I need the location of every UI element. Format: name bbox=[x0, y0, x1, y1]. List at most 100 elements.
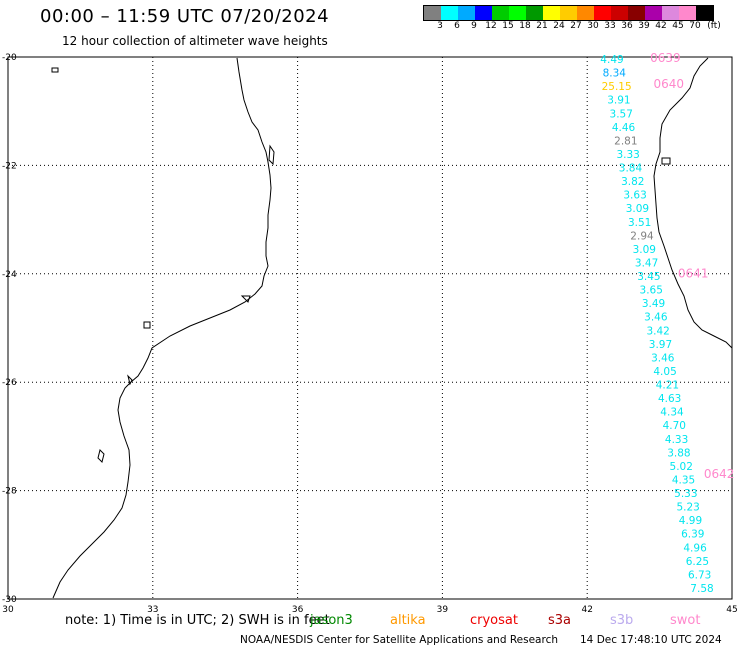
timestamp: 14 Dec 17:48:10 UTC 2024 bbox=[580, 634, 722, 646]
island-small-5 bbox=[240, 295, 251, 303]
colorbar-label: 21 bbox=[536, 21, 548, 31]
africa-coastline bbox=[52, 57, 272, 599]
colorbar-label: (ft) bbox=[707, 21, 721, 31]
lat-tick-label: -26 bbox=[2, 378, 17, 388]
colorbar-swatch-14 bbox=[662, 6, 679, 20]
map-frame bbox=[7, 56, 733, 600]
colorbar-label: 3 bbox=[437, 21, 443, 31]
satellite-track: 4.498.3425.153.913.574.462.813.333.843.8… bbox=[600, 51, 734, 595]
wave-height-reading: 3.51 bbox=[628, 217, 651, 229]
colorbar-label: 27 bbox=[570, 21, 582, 31]
wave-height-reading: 4.46 bbox=[612, 122, 636, 134]
wave-height-reading: 3.49 bbox=[642, 298, 665, 310]
lon-tick-label: 33 bbox=[147, 605, 158, 615]
wave-height-reading: 8.34 bbox=[603, 68, 627, 80]
track-time-label: 0641 bbox=[678, 266, 709, 280]
lat-tick-label: -24 bbox=[2, 270, 17, 280]
wave-height-reading: 5.02 bbox=[670, 461, 693, 473]
colorbar-label: 15 bbox=[502, 21, 514, 31]
wave-height-reading: 3.33 bbox=[616, 149, 639, 161]
track-time-label: 0642 bbox=[704, 467, 735, 481]
wave-height-reading: 7.58 bbox=[690, 583, 713, 595]
coastline bbox=[51, 57, 733, 599]
colorbar-swatch-2 bbox=[458, 6, 475, 20]
colorbar-swatch-6 bbox=[526, 6, 543, 20]
wave-height-reading: 4.33 bbox=[665, 434, 688, 446]
colorbar-label: 18 bbox=[519, 21, 531, 31]
wave-height-reading: 3.65 bbox=[640, 285, 663, 297]
wave-height-reading: 3.88 bbox=[667, 447, 690, 459]
wave-height-reading: 4.34 bbox=[660, 407, 684, 419]
lat-tick-label: -30 bbox=[2, 595, 17, 605]
colorbar-swatch-16 bbox=[696, 6, 713, 20]
wave-height-reading: 3.63 bbox=[623, 190, 646, 202]
wave-height-reading: 6.73 bbox=[688, 569, 711, 581]
colorbar-swatch-13 bbox=[645, 6, 662, 20]
colorbar-label: 42 bbox=[655, 21, 667, 31]
colorbar-label: 12 bbox=[485, 21, 497, 31]
track-time-label: 0639 bbox=[650, 51, 681, 65]
wave-height-reading: 5.23 bbox=[676, 502, 699, 514]
colorbar-swatch-1 bbox=[441, 6, 458, 20]
graticule bbox=[8, 57, 732, 599]
wave-height-reading: 3.46 bbox=[651, 352, 675, 364]
lon-tick-label: 36 bbox=[292, 605, 304, 615]
track-time-label: 0640 bbox=[654, 77, 685, 91]
wave-height-reading: 4.35 bbox=[672, 474, 695, 486]
madagascar-coastline bbox=[653, 57, 733, 349]
colorbar-swatch-5 bbox=[509, 6, 526, 20]
satellite-s3a: s3a bbox=[548, 613, 572, 628]
lat-tick-label: -22 bbox=[2, 161, 17, 171]
colorbar-label: 36 bbox=[621, 21, 633, 31]
satellite-altika: altika bbox=[390, 613, 426, 628]
colorbar-swatch-15 bbox=[679, 6, 696, 20]
colorbar-label: 45 bbox=[672, 21, 684, 31]
colorbar-label: 33 bbox=[604, 21, 616, 31]
wave-height-reading: 3.45 bbox=[637, 271, 660, 283]
lat-tick-label: -20 bbox=[2, 53, 17, 63]
island-small-1 bbox=[51, 67, 59, 73]
colorbar-label: 39 bbox=[638, 21, 650, 31]
wave-height-reading: 4.96 bbox=[683, 542, 707, 554]
satellite-swot: swot bbox=[670, 613, 701, 628]
wave-height-reading: 6.39 bbox=[681, 529, 704, 541]
wave-height-reading: 3.46 bbox=[644, 312, 668, 324]
colorbar-swatch-11 bbox=[611, 6, 628, 20]
wave-height-reading: 25.15 bbox=[602, 81, 632, 93]
island-small-4 bbox=[661, 157, 671, 165]
satellite-s3b: s3b bbox=[610, 613, 634, 628]
island-small-2 bbox=[143, 321, 151, 329]
wave-height-reading: 3.09 bbox=[626, 203, 649, 215]
wave-height-colorbar bbox=[423, 5, 714, 21]
colorbar-swatch-7 bbox=[543, 6, 560, 20]
colorbar-swatch-9 bbox=[577, 6, 594, 20]
island-small-3 bbox=[97, 449, 105, 463]
wave-height-reading: 4.99 bbox=[679, 515, 702, 527]
colorbar-swatch-8 bbox=[560, 6, 577, 20]
colorbar-label: 30 bbox=[587, 21, 599, 31]
lon-tick-label: 45 bbox=[726, 605, 737, 615]
credit-line: NOAA/NESDIS Center for Satellite Applica… bbox=[240, 634, 558, 646]
wave-height-reading: 2.81 bbox=[614, 135, 637, 147]
wave-height-reading: 4.63 bbox=[658, 393, 681, 405]
wave-height-reading: 3.84 bbox=[619, 163, 643, 175]
wave-height-reading: 4.21 bbox=[656, 380, 679, 392]
footnote: note: 1) Time is in UTC; 2) SWH is in fe… bbox=[65, 613, 330, 628]
island-bazaruto bbox=[268, 144, 275, 166]
colorbar-swatch-10 bbox=[594, 6, 611, 20]
colorbar-swatch-3 bbox=[475, 6, 492, 20]
wave-height-reading: 3.97 bbox=[649, 339, 672, 351]
colorbar-swatch-12 bbox=[628, 6, 645, 20]
wave-height-reading: 3.42 bbox=[646, 325, 669, 337]
wave-height-reading: 3.09 bbox=[633, 244, 656, 256]
wave-height-reading: 4.05 bbox=[653, 366, 676, 378]
colorbar-swatch-4 bbox=[492, 6, 509, 20]
colorbar-label: 70 bbox=[689, 21, 701, 31]
lon-tick-label: 39 bbox=[437, 605, 449, 615]
island-inhaca bbox=[127, 374, 133, 386]
map-subtitle: 12 hour collection of altimeter wave hei… bbox=[62, 34, 328, 48]
satellite-jason3: jason3 bbox=[310, 613, 353, 628]
wave-height-reading: 4.70 bbox=[663, 420, 686, 432]
wave-height-reading: 3.82 bbox=[621, 176, 644, 188]
